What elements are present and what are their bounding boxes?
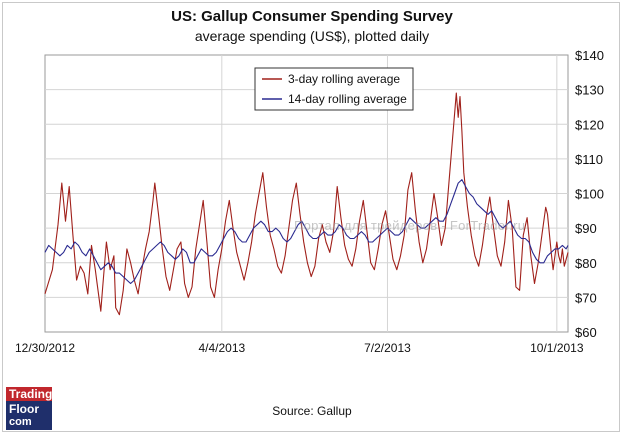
- logo-line-com: com: [9, 416, 32, 428]
- source-note: Source: Gallup: [272, 404, 352, 418]
- y-tick-label: $140: [575, 48, 604, 63]
- x-tick-label: 10/1/2013: [530, 341, 584, 355]
- tradingfloor-logo: Trading Floor com: [6, 387, 52, 430]
- grid-lines: [45, 55, 568, 332]
- x-tick-label: 7/2/2013: [364, 341, 411, 355]
- legend-box: [254, 67, 414, 111]
- series-lines: [44, 92, 569, 316]
- y-tick-label: $90: [575, 221, 597, 236]
- chart-title: US: Gallup Consumer Spending Survey: [171, 8, 453, 25]
- logo-line-trading: Trading: [6, 387, 52, 401]
- x-tick-label: 4/4/2013: [198, 341, 245, 355]
- legend: 3-day rolling average 14-day rolling ave…: [254, 67, 414, 111]
- series-line-14-day: [44, 179, 569, 285]
- y-tick-label: $120: [575, 117, 604, 132]
- y-tick-label: $80: [575, 256, 597, 271]
- y-tick-label: $110: [575, 152, 603, 167]
- legend-label-14-day: 14-day rolling average: [288, 92, 407, 106]
- y-tick-label: $100: [575, 187, 604, 202]
- x-tick-label: 12/30/2012: [15, 341, 75, 355]
- y-tick-label: $130: [575, 83, 604, 98]
- axis-ticks: $60 $70 $80 $90 $100 $110 $120 $130 $140 12/30/20…: [15, 48, 604, 355]
- y-tick-label: $60: [575, 325, 597, 340]
- legend-label-3-day: 3-day rolling average: [288, 72, 400, 86]
- y-tick-label: $70: [575, 290, 597, 305]
- watermark-text: Портал для трейдеров - ForTrader.ru: [294, 218, 526, 233]
- chart-subtitle: average spending (US$), plotted daily: [194, 28, 430, 44]
- logo-line-floor: Floor: [9, 402, 39, 416]
- chart-frame: [2, 2, 620, 432]
- series-line-3-day: [44, 92, 569, 316]
